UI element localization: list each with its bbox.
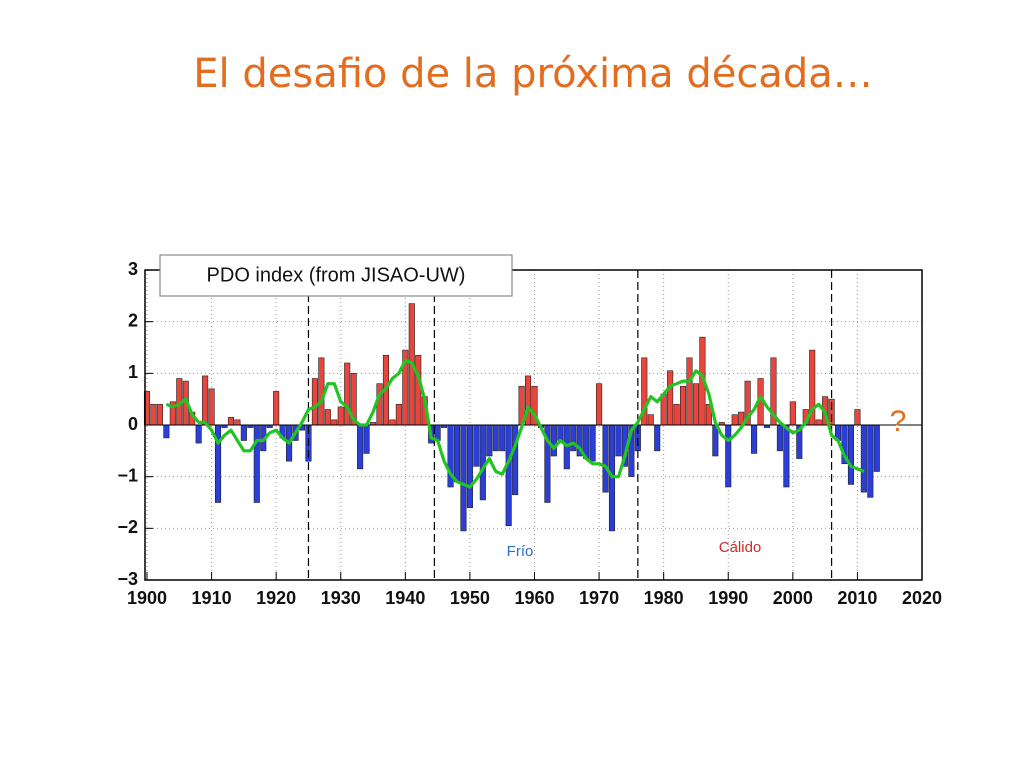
bar <box>195 424 202 444</box>
x-tick-label: 2010 <box>837 588 877 608</box>
bar <box>667 370 674 426</box>
annotation: Frío <box>507 543 534 560</box>
bar <box>466 424 473 508</box>
bar <box>337 406 344 426</box>
x-tick-label: 1990 <box>708 588 748 608</box>
bar <box>589 424 596 462</box>
bar <box>227 416 235 426</box>
x-tick-label: 1920 <box>256 588 296 608</box>
bar <box>570 424 577 452</box>
bar <box>854 409 861 426</box>
bar <box>867 424 874 498</box>
x-tick-label: 1940 <box>385 588 425 608</box>
bar <box>731 414 738 426</box>
bar <box>789 401 796 426</box>
bar <box>234 419 241 426</box>
bar <box>202 375 209 426</box>
bar <box>460 424 467 532</box>
label-box-text: PDO index (from JISAO-UW) <box>207 264 466 286</box>
bar <box>492 424 499 452</box>
bar <box>363 424 370 454</box>
x-tick-label: 1980 <box>644 588 684 608</box>
bar <box>163 424 170 439</box>
bar <box>557 424 564 441</box>
bar <box>273 391 280 426</box>
bar <box>550 424 557 457</box>
bar <box>860 424 867 493</box>
bar <box>654 424 661 452</box>
bar <box>499 424 506 452</box>
x-tick-label: 1970 <box>579 588 619 608</box>
bar <box>473 424 480 467</box>
y-tick-label: −2 <box>117 517 138 537</box>
bar <box>253 424 260 503</box>
bar <box>344 362 351 426</box>
bar <box>376 383 383 426</box>
bar <box>331 419 338 426</box>
bar <box>673 404 680 426</box>
plot-frame <box>144 269 923 581</box>
bar <box>318 357 325 426</box>
y-tick-label: −3 <box>117 569 138 589</box>
bar <box>751 424 758 454</box>
bar <box>512 424 519 496</box>
annotation: Cálido <box>719 539 762 556</box>
bar <box>815 419 822 426</box>
bar <box>415 354 422 426</box>
bar <box>692 383 700 426</box>
bar <box>505 424 512 527</box>
bar <box>324 409 331 426</box>
smoothed-line <box>165 358 865 489</box>
y-tick-label: 2 <box>128 310 138 330</box>
bar <box>873 424 880 472</box>
bar <box>615 424 622 457</box>
x-tick-label: 1930 <box>321 588 361 608</box>
x-tick-label: 1960 <box>514 588 554 608</box>
bar <box>776 424 783 452</box>
y-tick-label: 3 <box>128 259 138 279</box>
bar <box>486 424 493 457</box>
bar <box>686 357 693 426</box>
bar <box>783 424 790 488</box>
bar <box>847 424 855 485</box>
bar <box>389 419 396 426</box>
y-tick-label: 1 <box>128 362 138 382</box>
bar <box>725 424 732 488</box>
bar <box>208 388 215 426</box>
bar <box>150 404 157 426</box>
bar <box>679 385 687 426</box>
bar <box>479 424 486 501</box>
x-tick-label: 2020 <box>902 588 942 608</box>
label-box <box>159 254 513 297</box>
bar <box>647 414 654 426</box>
bar <box>596 383 603 426</box>
annotation: ? <box>890 405 907 438</box>
bar <box>156 404 163 426</box>
y-tick-label: −1 <box>117 465 138 485</box>
x-tick-label: 1950 <box>450 588 490 608</box>
x-tick-label: 2000 <box>773 588 813 608</box>
bar <box>453 424 461 483</box>
bar <box>357 424 364 470</box>
bar <box>240 424 247 441</box>
x-tick-label: 1910 <box>192 588 232 608</box>
bar <box>602 424 609 493</box>
x-tick-label: 1900 <box>127 588 167 608</box>
bar <box>311 378 318 426</box>
y-tick-label: 0 <box>128 414 138 434</box>
slide-title: El desafio de la próxima década… <box>193 51 872 97</box>
bar <box>395 404 402 426</box>
